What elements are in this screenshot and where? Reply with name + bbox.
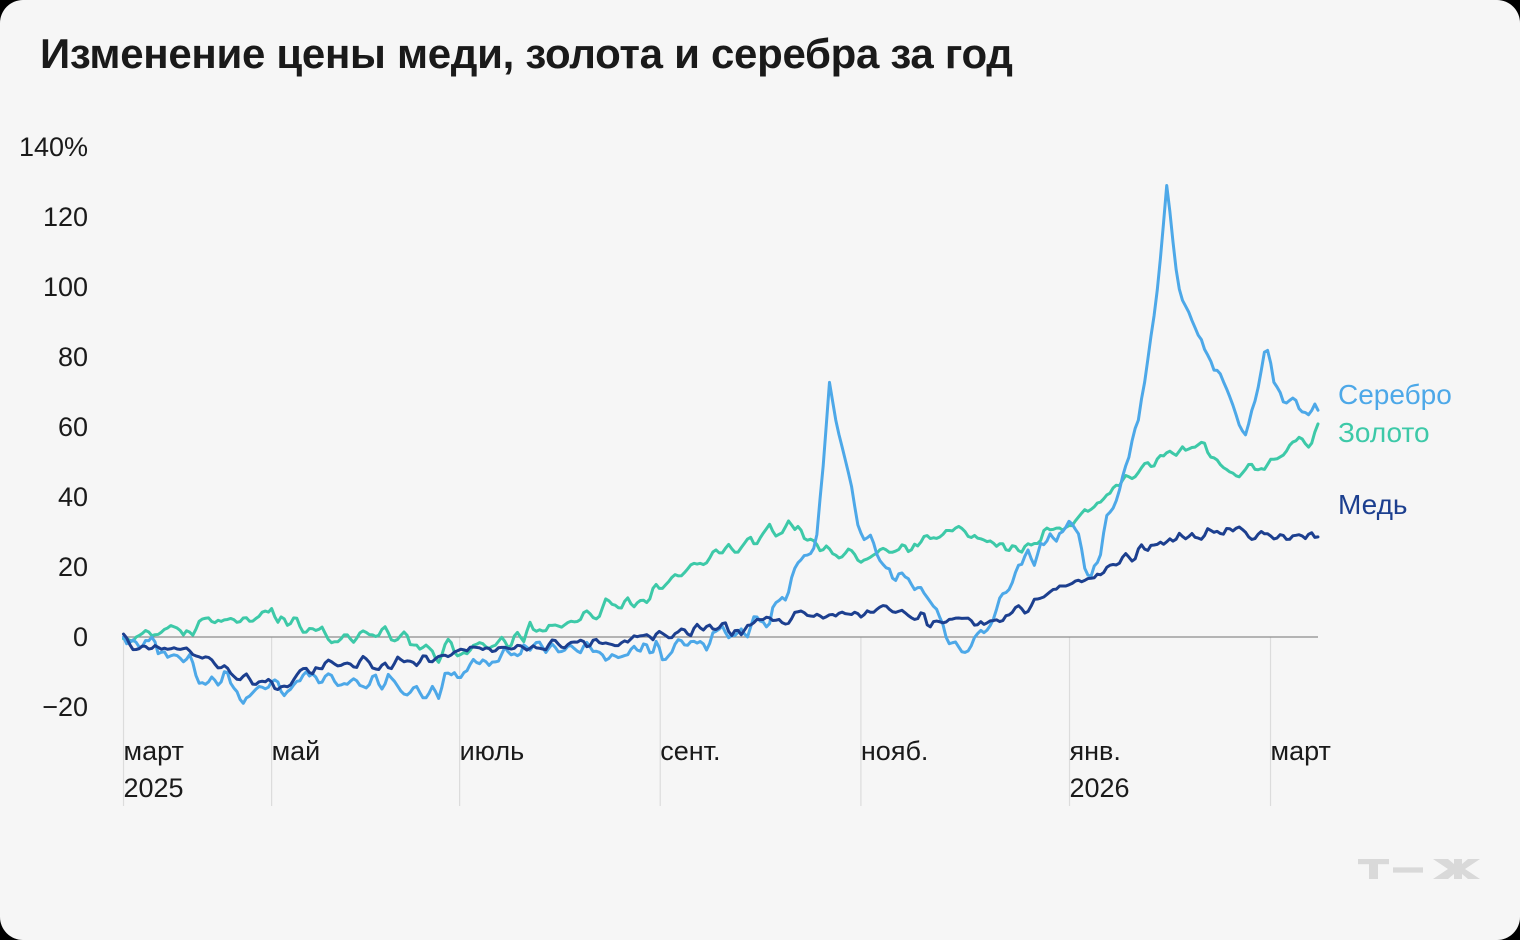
svg-text:100: 100 bbox=[43, 272, 88, 302]
svg-text:сент.: сент. bbox=[660, 736, 720, 766]
svg-text:март: март bbox=[124, 736, 184, 766]
svg-text:140%: 140% bbox=[19, 132, 88, 162]
svg-text:Медь: Медь bbox=[1338, 489, 1408, 520]
svg-text:июль: июль bbox=[460, 736, 525, 766]
svg-text:2025: 2025 bbox=[124, 773, 184, 803]
svg-text:40: 40 bbox=[58, 482, 88, 512]
svg-text:май: май bbox=[272, 736, 321, 766]
svg-text:Золото: Золото bbox=[1338, 417, 1430, 448]
svg-text:−20: −20 bbox=[42, 692, 88, 722]
svg-text:янв.: янв. bbox=[1070, 736, 1121, 766]
svg-text:март: март bbox=[1271, 736, 1331, 766]
svg-text:120: 120 bbox=[43, 202, 88, 232]
svg-text:2026: 2026 bbox=[1070, 773, 1130, 803]
svg-text:0: 0 bbox=[73, 622, 88, 652]
svg-text:20: 20 bbox=[58, 552, 88, 582]
svg-text:60: 60 bbox=[58, 412, 88, 442]
svg-text:Серебро: Серебро bbox=[1338, 379, 1452, 410]
svg-text:80: 80 bbox=[58, 342, 88, 372]
svg-text:нояб.: нояб. bbox=[861, 736, 929, 766]
